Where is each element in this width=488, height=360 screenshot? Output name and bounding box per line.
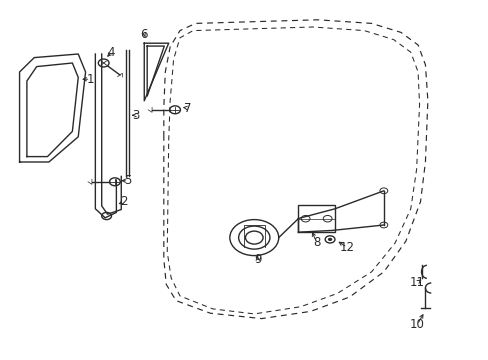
Text: 6: 6 (140, 28, 148, 41)
Text: 10: 10 (409, 318, 424, 331)
Bar (298, 205, 334, 232)
Text: 7: 7 (183, 102, 191, 114)
Text: 1: 1 (86, 73, 94, 86)
Text: 3: 3 (132, 109, 140, 122)
Text: 12: 12 (339, 241, 354, 254)
Text: 8: 8 (312, 237, 320, 249)
Text: 2: 2 (120, 195, 128, 208)
Text: 4: 4 (107, 46, 115, 59)
Circle shape (327, 238, 332, 241)
Text: 9: 9 (253, 253, 261, 266)
Text: 11: 11 (409, 276, 424, 289)
Text: 5: 5 (124, 174, 132, 187)
